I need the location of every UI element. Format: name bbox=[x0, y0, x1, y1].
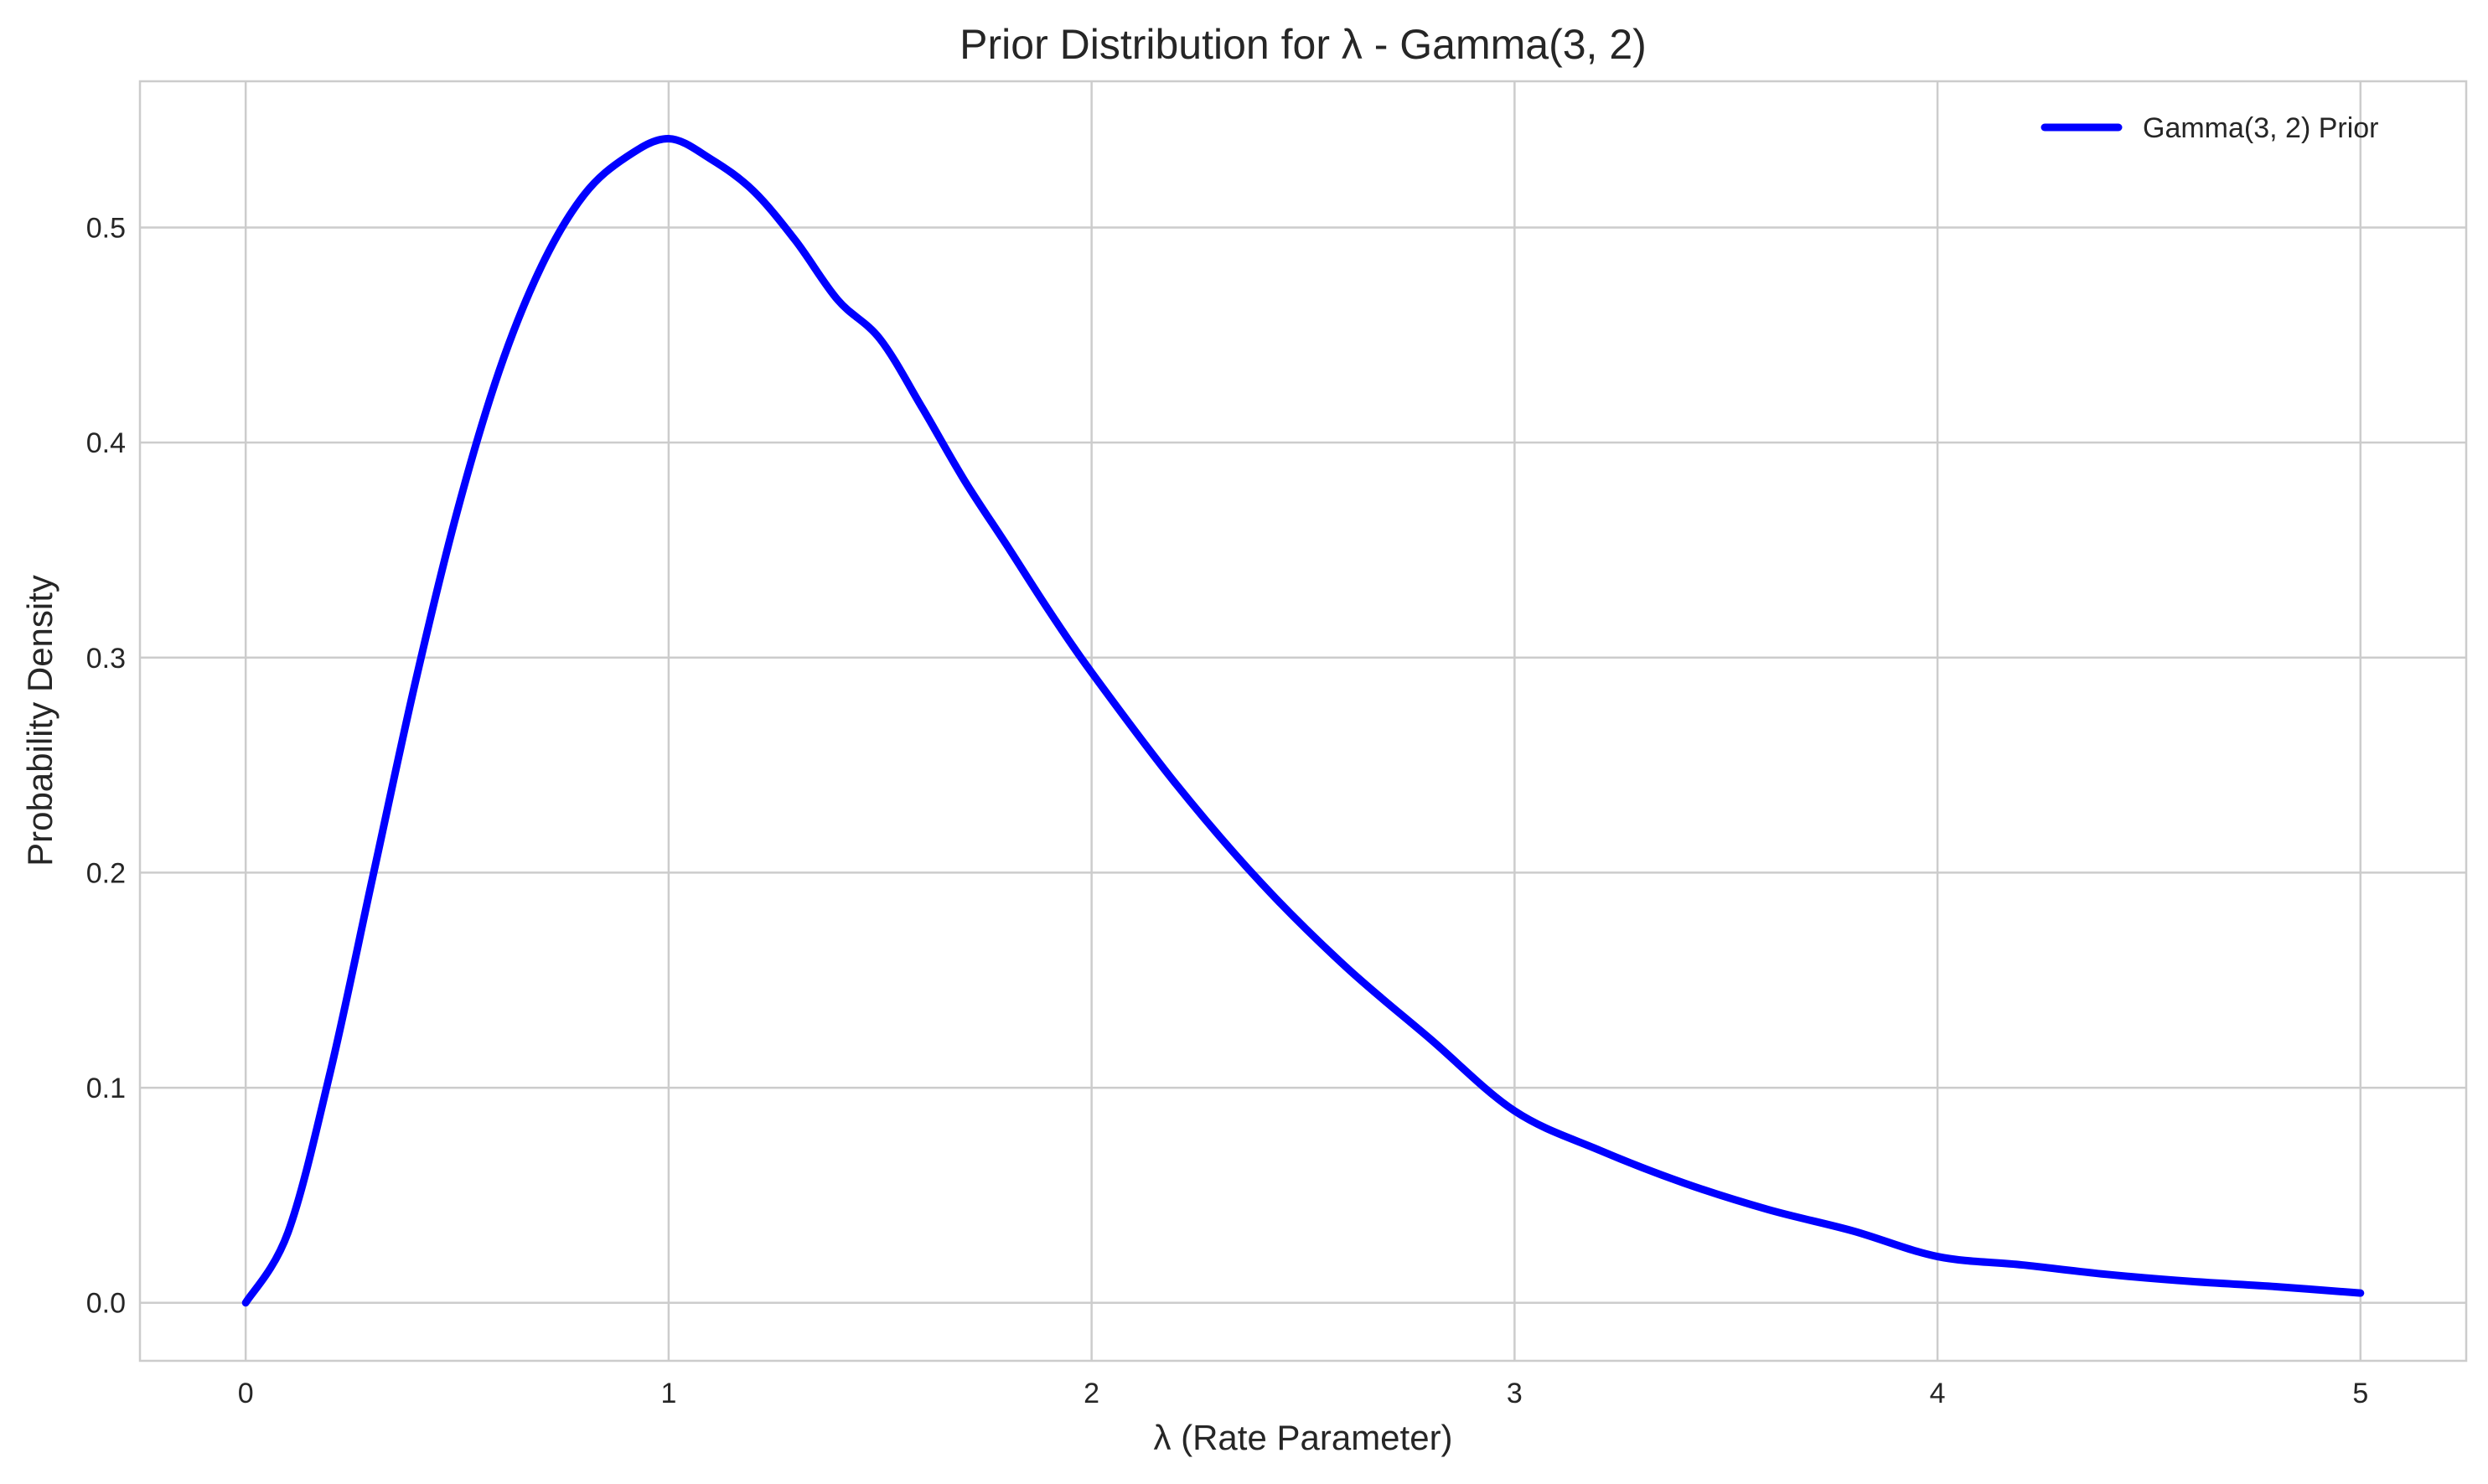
y-tick-label: 0.1 bbox=[86, 1073, 126, 1104]
y-tick-label: 0.0 bbox=[86, 1288, 126, 1320]
chart-title: Prior Distribution for λ - Gamma(3, 2) bbox=[960, 21, 1647, 68]
y-axis-ticks: 0.0 0.1 0.2 0.3 0.4 0.5 bbox=[86, 213, 126, 1320]
y-tick-label: 0.2 bbox=[86, 857, 126, 889]
y-tick-label: 0.5 bbox=[86, 213, 126, 245]
x-tick-label: 2 bbox=[1084, 1378, 1099, 1409]
plot-frame bbox=[138, 80, 2468, 1362]
y-tick-label: 0.4 bbox=[86, 427, 126, 459]
x-tick-label: 0 bbox=[238, 1378, 254, 1409]
grid bbox=[140, 81, 2466, 1361]
y-axis-label: Probability Density bbox=[20, 575, 59, 866]
legend: Gamma(3, 2) Prior bbox=[2041, 112, 2379, 144]
x-tick-label: 4 bbox=[1930, 1378, 1946, 1409]
x-axis-label: λ (Rate Parameter) bbox=[1153, 1418, 1452, 1457]
x-axis-ticks: 0 1 2 3 4 5 bbox=[238, 1378, 2369, 1409]
x-tick-label: 3 bbox=[1507, 1378, 1523, 1409]
legend-label: Gamma(3, 2) Prior bbox=[2143, 112, 2379, 144]
x-tick-label: 5 bbox=[2352, 1378, 2368, 1409]
x-tick-label: 1 bbox=[660, 1378, 676, 1409]
series-line-gamma-prior bbox=[241, 135, 2365, 1307]
series-group bbox=[241, 135, 2365, 1307]
y-tick-label: 0.3 bbox=[86, 643, 126, 675]
